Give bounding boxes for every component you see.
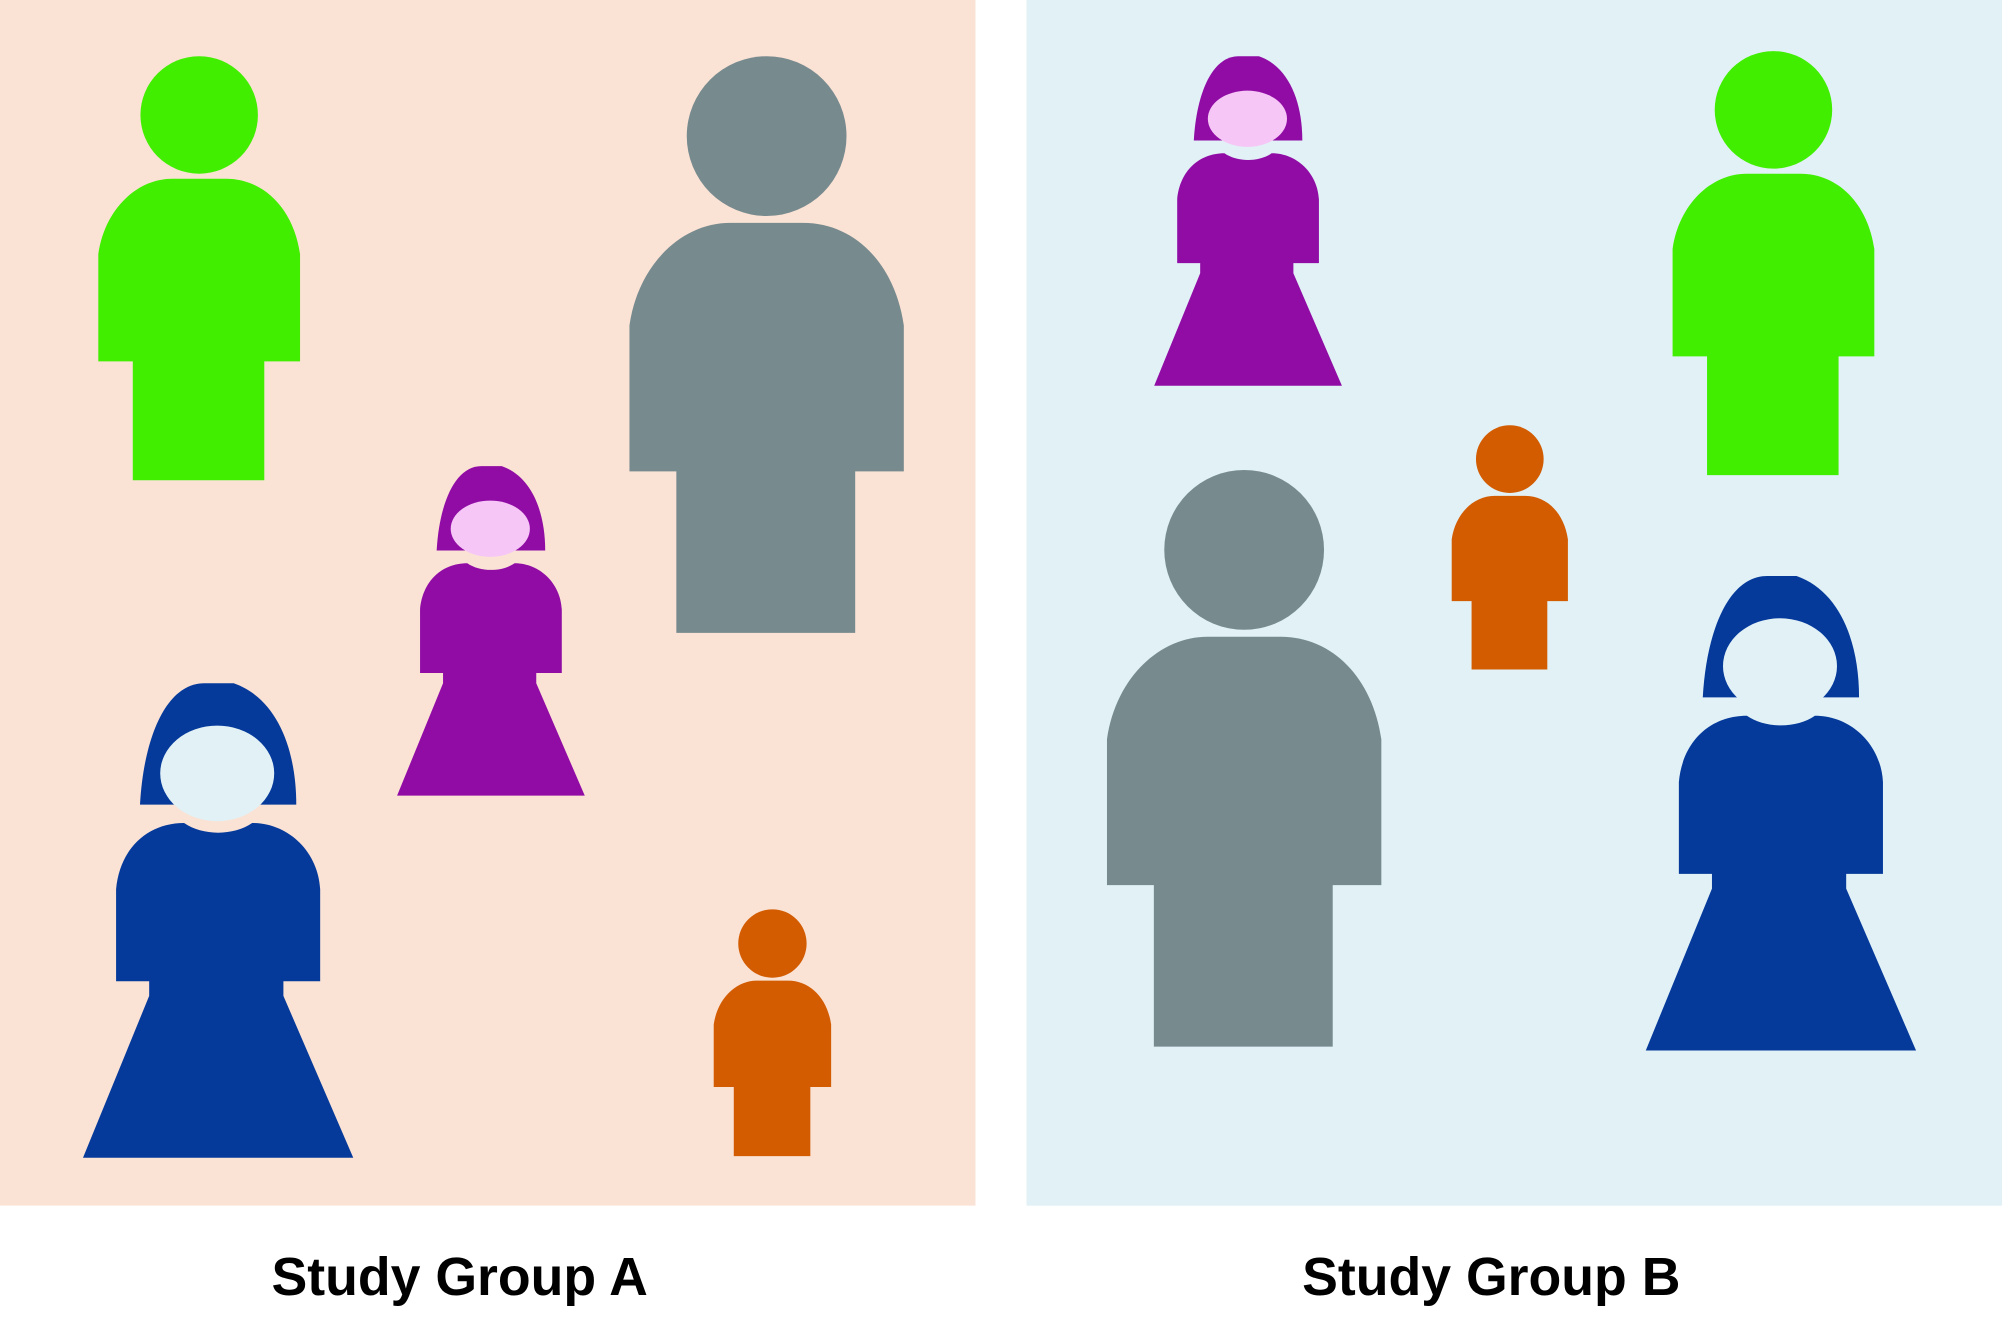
group-label: Study Group A — [271, 1247, 647, 1307]
panel-b — [1026, 0, 2002, 1206]
female-icon — [1645, 575, 1917, 1051]
panel-a — [0, 0, 976, 1206]
female-icon — [82, 683, 354, 1158]
female-icon — [1154, 56, 1342, 386]
female-icon — [397, 466, 585, 796]
group-label: Study Group B — [1302, 1247, 1680, 1307]
